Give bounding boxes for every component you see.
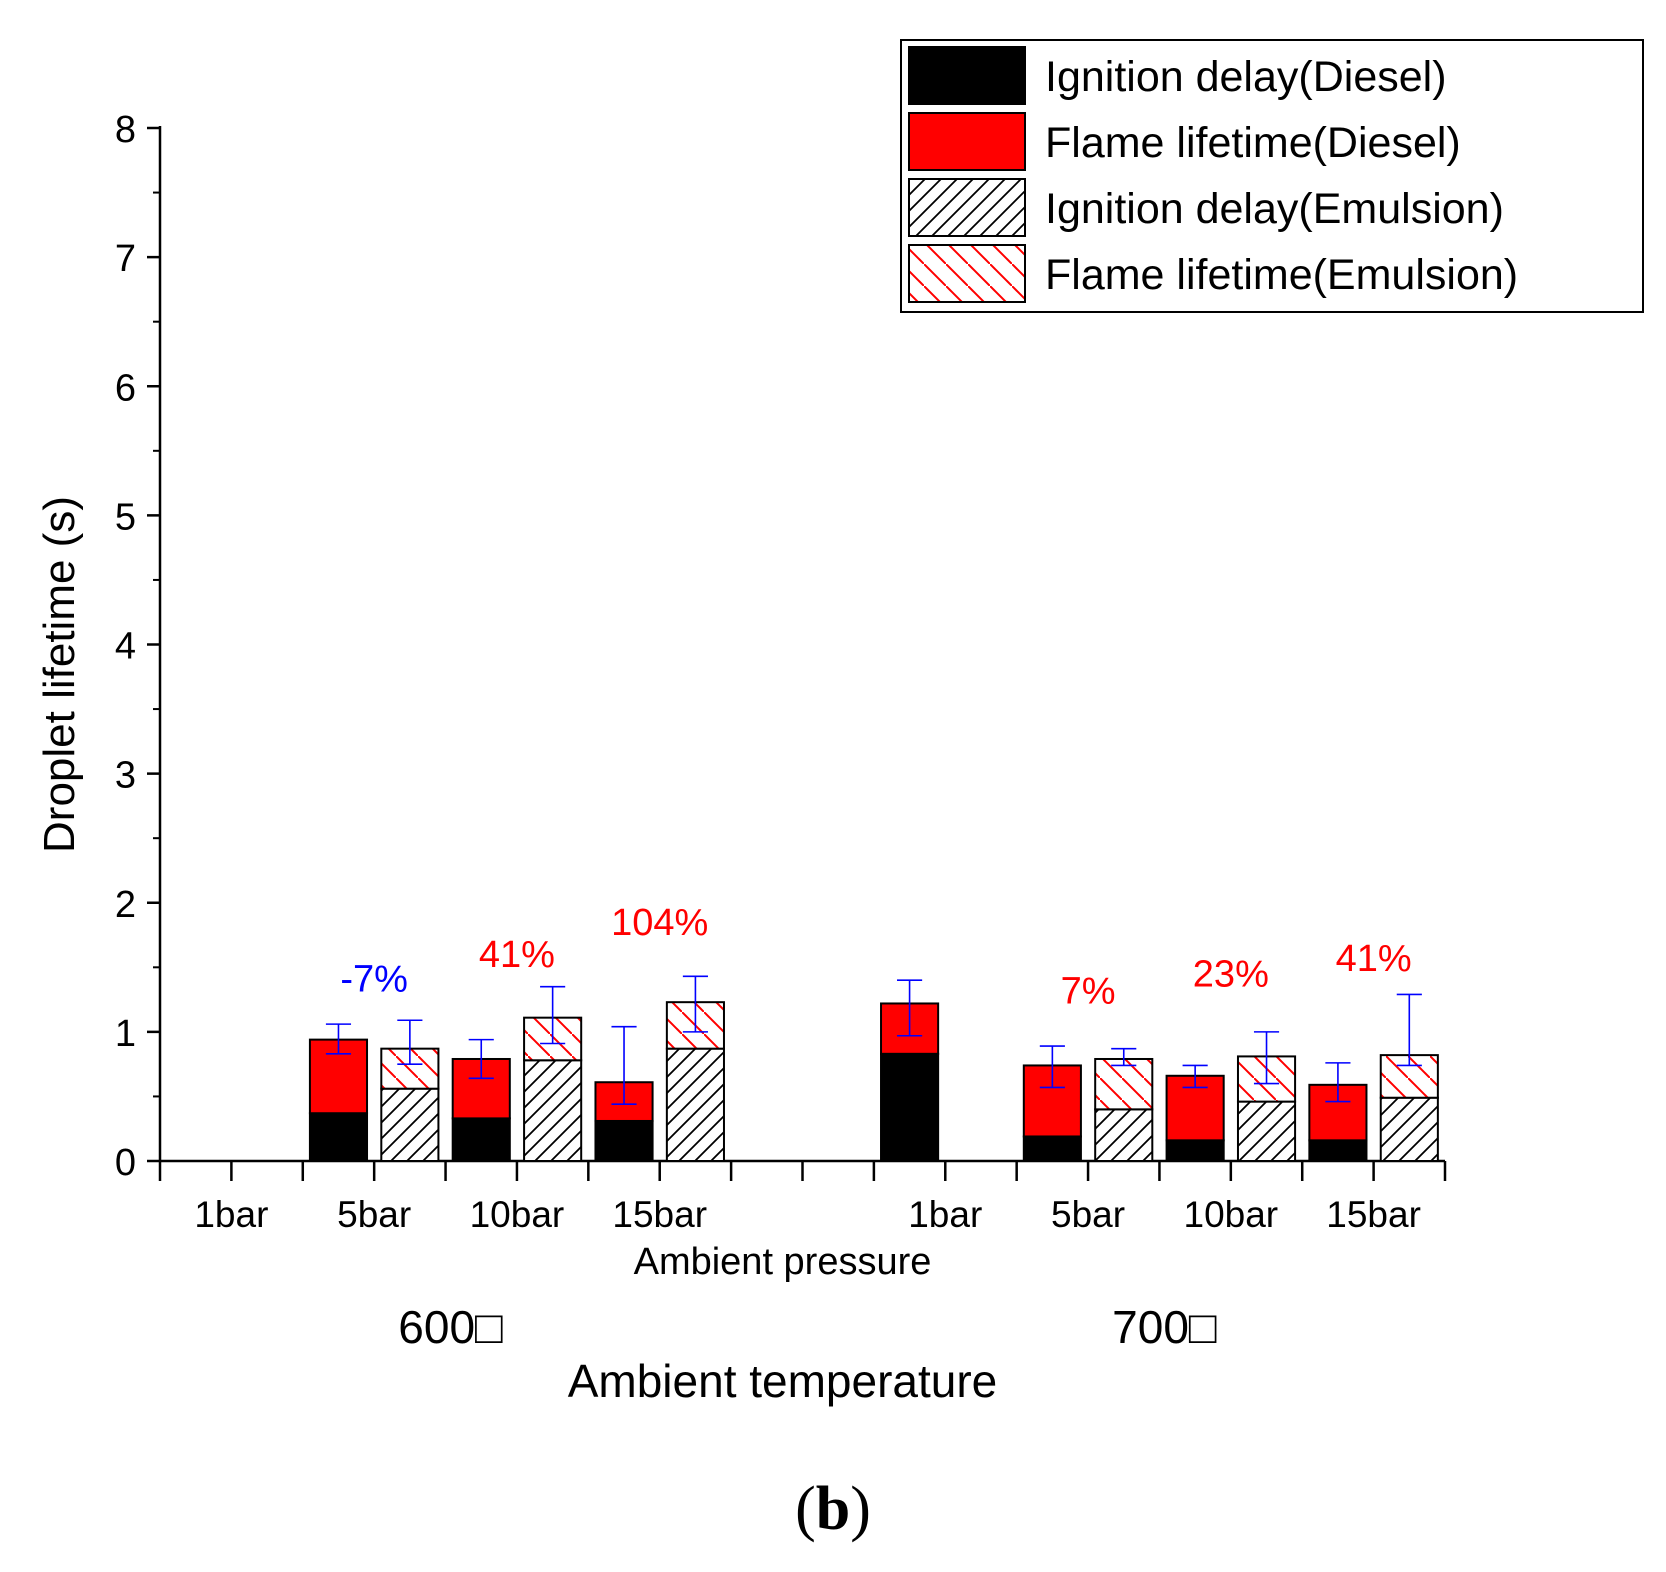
bar-flame-emulsion xyxy=(1094,1057,1154,1111)
error-bar-emulsion xyxy=(1396,993,1422,1067)
x-tick-label-pressure: 15bar xyxy=(1326,1194,1421,1235)
legend-swatch xyxy=(908,46,1026,105)
x-axis-title-temperature: Ambient temperature xyxy=(568,1355,998,1407)
x-tick-label-pressure: 10bar xyxy=(470,1194,565,1235)
percent-annotation: 41% xyxy=(479,934,555,976)
percent-annotation: 23% xyxy=(1193,953,1269,995)
temperature-group-label: 600□ xyxy=(398,1301,503,1353)
temperature-group-label: 700□ xyxy=(1112,1301,1217,1353)
y-axis-title: Droplet lifetime (s) xyxy=(35,496,84,853)
error-bar-diesel xyxy=(1325,1062,1351,1103)
legend: Ignition delay(Diesel) Flame lifetime(Die… xyxy=(900,39,1644,313)
axes: 0 1 2 3 4 5 6 7 8 Droplet lifetime (s) xyxy=(35,109,1447,1184)
x-tick-label-pressure: 5bar xyxy=(337,1194,411,1235)
x-tick-label-pressure: 5bar xyxy=(1051,1194,1125,1235)
bars xyxy=(308,1001,1439,1163)
percent-annotation: 104% xyxy=(611,902,708,944)
x-tick-label-pressure: 15bar xyxy=(612,1194,707,1235)
legend-entry-label: Ignition delay(Emulsion) xyxy=(1045,185,1504,233)
bar-ignition-emulsion xyxy=(1379,1096,1439,1163)
y-tick-label: 5 xyxy=(115,496,136,538)
x-tick-label-pressure: 1bar xyxy=(194,1194,268,1235)
error-bar-emulsion xyxy=(682,975,708,1033)
y-tick-label: 3 xyxy=(115,755,136,797)
bar-ignition-emulsion xyxy=(1094,1108,1154,1162)
error-bar-emulsion xyxy=(540,985,566,1045)
x-tick-label-pressure: 10bar xyxy=(1184,1194,1279,1235)
bar-ignition-diesel xyxy=(1022,1135,1082,1163)
error-bar-emulsion xyxy=(397,1019,423,1065)
y-tick-label: 4 xyxy=(115,626,136,668)
bar-ignition-diesel xyxy=(594,1119,654,1162)
bar-ignition-emulsion xyxy=(523,1059,583,1162)
bar-ignition-diesel xyxy=(1308,1139,1368,1162)
x-axis-title-pressure: Ambient pressure xyxy=(634,1241,932,1283)
bar-ignition-emulsion xyxy=(380,1087,440,1162)
bar-ignition-diesel xyxy=(1165,1139,1225,1162)
legend-swatch xyxy=(908,244,1026,303)
panel-label: (b) xyxy=(795,1475,871,1543)
error-bar-diesel xyxy=(325,1023,352,1055)
legend-entry-label: Flame lifetime(Emulsion) xyxy=(1045,251,1518,299)
bar-ignition-diesel xyxy=(880,1052,940,1163)
error-bar-diesel xyxy=(468,1038,494,1080)
x-tick-label-pressure: 1bar xyxy=(908,1194,982,1235)
y-tick-label: 8 xyxy=(115,109,136,151)
bar-ignition-emulsion xyxy=(1236,1100,1297,1163)
y-tick-label: 0 xyxy=(115,1142,136,1184)
percent-annotation: 7% xyxy=(1061,970,1116,1012)
bar-ignition-diesel xyxy=(451,1117,511,1163)
percent-annotation: -7% xyxy=(340,959,408,1001)
panel-label-letter: b xyxy=(815,1475,851,1543)
legend-entry-label: Ignition delay(Diesel) xyxy=(1045,53,1447,101)
y-tick-label: 6 xyxy=(115,367,136,409)
legend-swatch xyxy=(908,112,1026,171)
error-bar-diesel xyxy=(1182,1064,1208,1089)
percent-annotation: 41% xyxy=(1336,938,1412,980)
error-bar-diesel xyxy=(897,979,923,1037)
error-bars xyxy=(325,975,1422,1105)
bar-ignition-diesel xyxy=(308,1112,369,1163)
error-bar-emulsion xyxy=(1111,1047,1137,1067)
legend-swatch xyxy=(908,178,1026,237)
bar-ignition-emulsion xyxy=(665,1047,725,1163)
legend-entry-label: Flame lifetime(Diesel) xyxy=(1045,119,1461,167)
labels: 1bar 5bar 10bar 15bar 600□ 1bar 5bar 10bar 15bar… xyxy=(194,902,1421,1407)
y-tick-label: 2 xyxy=(115,884,136,926)
y-tick-label: 7 xyxy=(115,238,136,280)
y-tick-label: 1 xyxy=(115,1013,136,1055)
error-bar-diesel xyxy=(1039,1045,1065,1089)
error-bar-diesel xyxy=(611,1025,637,1105)
error-bar-emulsion xyxy=(1253,1031,1280,1085)
